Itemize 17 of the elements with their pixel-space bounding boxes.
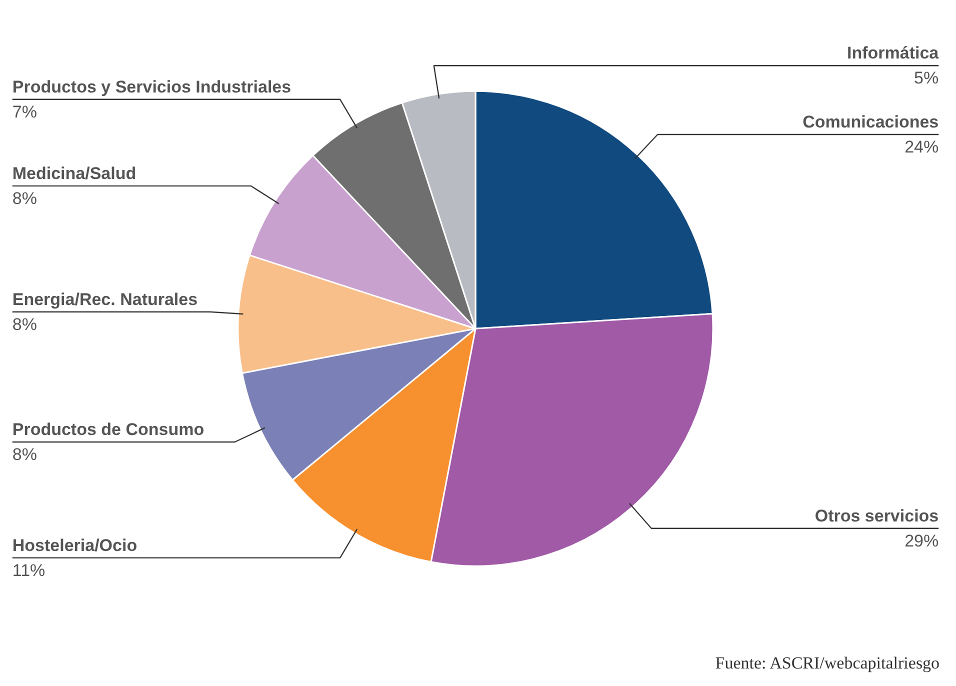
data-label: 5% <box>914 68 939 88</box>
slice-label: Productos y Servicios Industriales <box>12 77 292 96</box>
data-label: 24% <box>904 137 939 156</box>
slice-label: Hosteleria/Ocio <box>12 536 138 555</box>
slice-label: Energia/Rec. Naturales <box>12 290 198 309</box>
slice-label: Medicina/Salud <box>12 164 136 183</box>
slice-label: Informática <box>846 44 940 63</box>
data-label: 7% <box>12 102 37 122</box>
data-label: 8% <box>12 188 37 208</box>
data-label: 8% <box>12 314 37 334</box>
data-label: 11% <box>12 560 46 580</box>
data-label: 29% <box>904 531 939 550</box>
slice-label: Otros servicios <box>814 506 939 526</box>
slice-label: Comunicaciones <box>802 112 939 132</box>
data-label: 8% <box>12 444 37 464</box>
source-note: Fuente: ASCRI/webcapitalriesgo <box>715 654 940 672</box>
slice-label: Productos de Consumo <box>12 420 204 439</box>
